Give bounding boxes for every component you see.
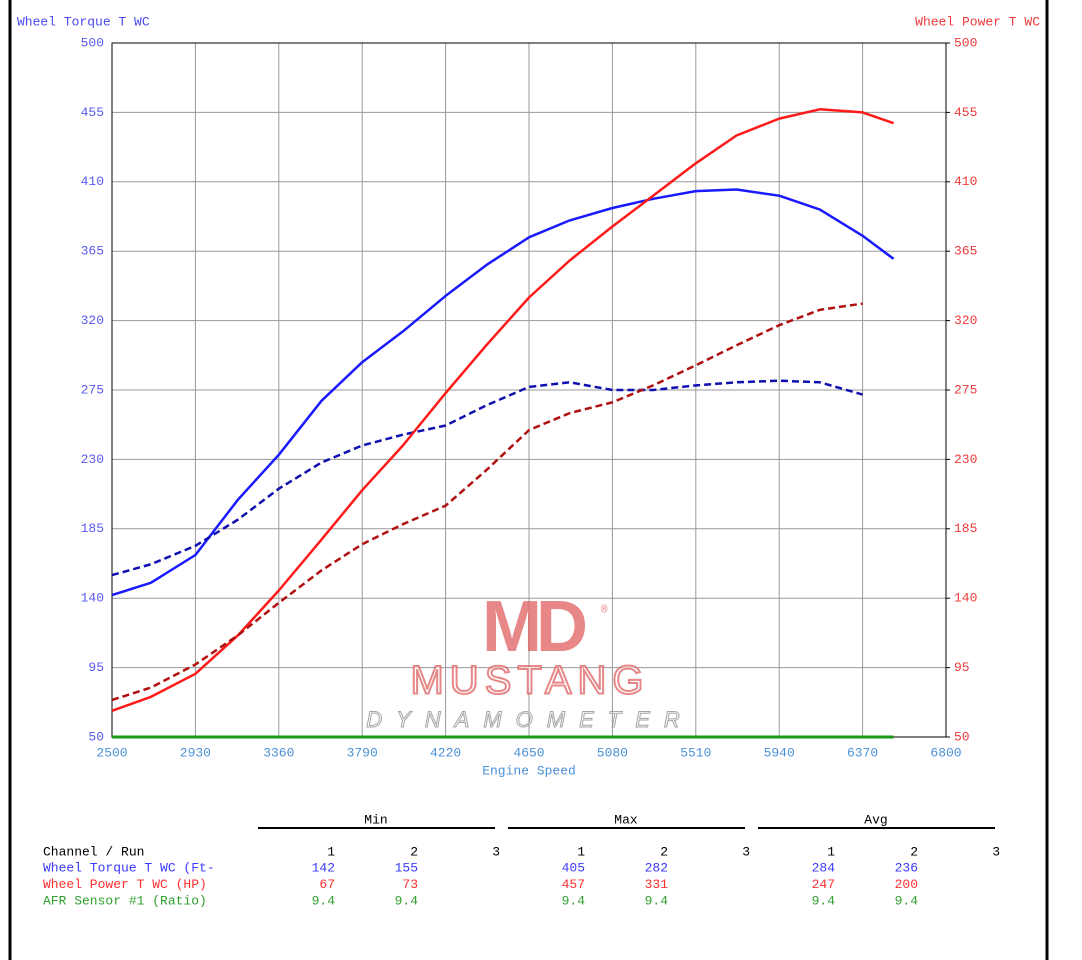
y-tick-label: 410	[81, 174, 104, 189]
group-header: Min	[364, 812, 387, 827]
cell: 247	[812, 877, 835, 892]
cell: 457	[562, 877, 585, 892]
y2-tick-label: 365	[954, 244, 977, 259]
cell: 9.4	[312, 893, 336, 908]
right-axis-title: Wheel Power T WC	[915, 14, 1040, 29]
y-tick-label: 50	[88, 729, 104, 744]
y-tick-label: 230	[81, 452, 104, 467]
run-label: 2	[660, 844, 668, 859]
y2-tick-label: 185	[954, 521, 977, 536]
y-tick-label: 185	[81, 521, 104, 536]
x-tick-label: 5080	[597, 745, 628, 760]
series-line	[111, 108, 895, 712]
cell: 155	[395, 860, 418, 875]
cell: 9.4	[562, 893, 586, 908]
cell: 9.4	[645, 893, 669, 908]
y-tick-label: 500	[81, 35, 104, 50]
series-line	[111, 302, 863, 702]
x-axis-title: Engine Speed	[482, 763, 576, 778]
y2-tick-label: 410	[954, 174, 977, 189]
logo-sub: DYNAMOMETER	[366, 707, 694, 732]
cell: 9.4	[812, 893, 836, 908]
run-label: 2	[410, 844, 418, 859]
logo: MD ® MUSTANG DYNAMOMETER	[366, 587, 694, 732]
left-axis-title: Wheel Torque T WC	[17, 14, 150, 29]
run-label: 1	[827, 844, 835, 859]
cell: 142	[312, 860, 335, 875]
x-tick-label: 2500	[96, 745, 127, 760]
cell: 236	[895, 860, 918, 875]
cell: 73	[402, 877, 418, 892]
x-tick-label: 5940	[764, 745, 795, 760]
y2-tick-label: 140	[954, 591, 977, 606]
group-header: Max	[614, 812, 638, 827]
y-tick-label: 320	[81, 313, 104, 328]
cell: 282	[645, 860, 668, 875]
x-tick-label: 6800	[930, 745, 961, 760]
x-tick-label: 3360	[263, 745, 294, 760]
row-label: AFR Sensor #1 (Ratio)	[43, 893, 207, 908]
run-label: 3	[992, 844, 1000, 859]
x-tick-label: 6370	[847, 745, 878, 760]
series-line	[111, 188, 895, 597]
run-label: 3	[492, 844, 500, 859]
y2-tick-label: 320	[954, 313, 977, 328]
cell: 405	[562, 860, 585, 875]
cell: 9.4	[895, 893, 919, 908]
group-header: Avg	[864, 812, 887, 827]
y-tick-label: 95	[88, 660, 104, 675]
y-tick-label: 365	[81, 244, 104, 259]
table-header: Channel / Run	[43, 844, 144, 859]
run-label: 2	[910, 844, 918, 859]
logo-mark: MD	[482, 587, 585, 667]
run-label: 1	[327, 844, 335, 859]
logo-registered: ®	[601, 605, 608, 617]
run-label: 3	[742, 844, 750, 859]
y2-tick-label: 50	[954, 729, 970, 744]
y2-tick-label: 275	[954, 382, 977, 397]
row-label: Wheel Torque T WC (Ft-	[43, 860, 215, 875]
logo-name: MUSTANG	[410, 659, 649, 703]
x-tick-label: 5510	[680, 745, 711, 760]
y-tick-label: 455	[81, 105, 104, 120]
x-tick-label: 4220	[430, 745, 461, 760]
y2-tick-label: 95	[954, 660, 970, 675]
x-tick-label: 2930	[180, 745, 211, 760]
y2-tick-label: 455	[954, 105, 977, 120]
cell: 9.4	[395, 893, 419, 908]
run-label: 1	[577, 844, 585, 859]
y-tick-label: 140	[81, 591, 104, 606]
y2-tick-label: 230	[954, 452, 977, 467]
cell: 200	[895, 877, 918, 892]
x-tick-label: 4650	[513, 745, 544, 760]
cell: 67	[319, 877, 335, 892]
y-tick-label: 275	[81, 382, 104, 397]
cell: 284	[812, 860, 836, 875]
row-label: Wheel Power T WC (HP)	[43, 877, 207, 892]
cell: 331	[645, 877, 669, 892]
y2-tick-label: 500	[954, 35, 977, 50]
x-tick-label: 3790	[347, 745, 378, 760]
series-line	[111, 379, 863, 577]
